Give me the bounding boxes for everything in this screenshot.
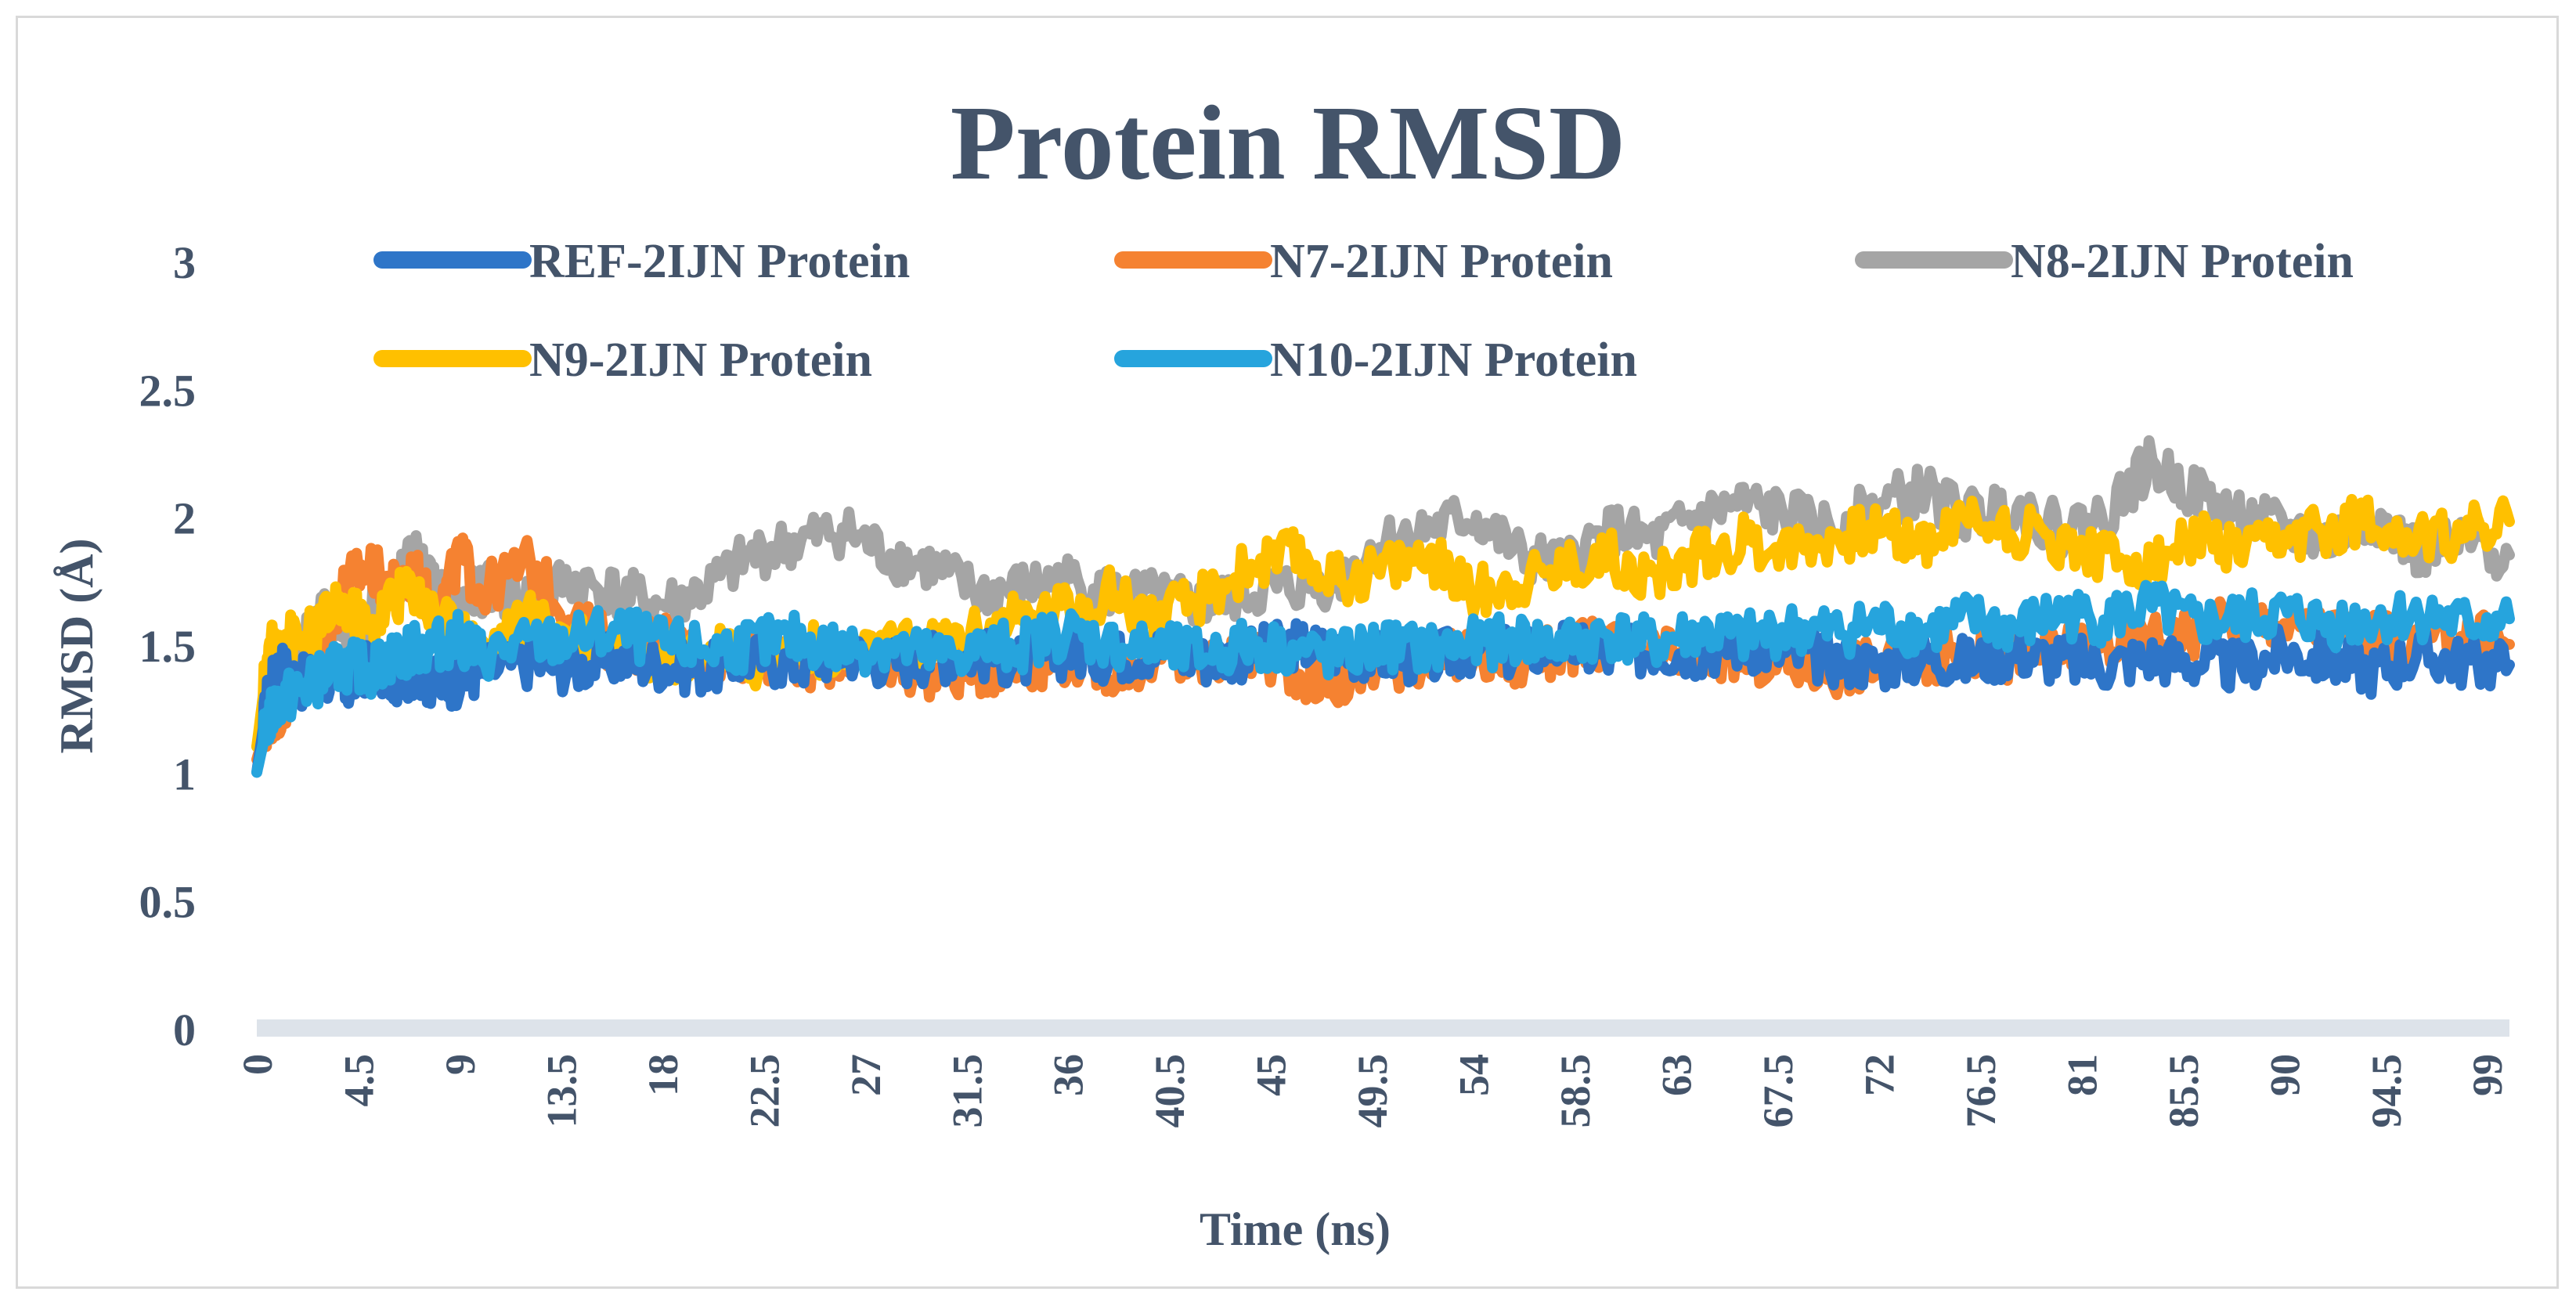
x-tick-label: 85.5: [2160, 1054, 2207, 1128]
x-tick-label: 0: [234, 1054, 281, 1075]
x-tick-label: 67.5: [1755, 1054, 1802, 1128]
x-tick-label: 72: [1856, 1054, 1903, 1096]
legend-label: N9-2IJN Protein: [529, 334, 872, 387]
chart-title: Protein RMSD: [951, 85, 1625, 202]
y-tick-label: 2.5: [139, 365, 197, 416]
x-tick-label: 49.5: [1349, 1054, 1396, 1128]
x-tick-label: 54: [1451, 1054, 1498, 1096]
legend-label: N10-2IJN Protein: [1270, 334, 1637, 387]
x-tick-label: 58.5: [1552, 1054, 1599, 1128]
x-tick-label: 4.5: [335, 1054, 382, 1107]
legend-label: N8-2IJN Protein: [2011, 235, 2354, 288]
legend-label: N7-2IJN Protein: [1270, 235, 1613, 288]
x-tick-label: 94.5: [2363, 1054, 2410, 1128]
x-tick-label: 40.5: [1146, 1054, 1193, 1128]
y-tick-label: 3: [173, 237, 196, 288]
x-tick-label: 13.5: [538, 1054, 585, 1128]
x-tick-label: 36: [1045, 1054, 1092, 1096]
y-tick-label: 0.5: [139, 877, 197, 928]
x-tick-label: 18: [640, 1054, 687, 1096]
y-tick-label: 1: [173, 749, 196, 799]
x-tick-label: 22.5: [741, 1054, 788, 1128]
y-axis-label: RMSD (Å): [51, 539, 103, 754]
x-tick-label: 81: [2058, 1054, 2105, 1096]
x-tick-label: 99: [2464, 1054, 2511, 1096]
series-line: [251, 493, 2515, 752]
plot-series: [251, 435, 2515, 778]
x-axis-label: Time (ns): [1200, 1203, 1391, 1255]
y-tick-label: 0: [173, 1005, 196, 1055]
y-tick-label: 1.5: [139, 621, 197, 672]
y-tick-label: 2: [173, 493, 196, 544]
y-axis-ticks: 0 0.5 1 1.5 2 2.5 3: [139, 237, 197, 1055]
x-tick-label: 9: [437, 1054, 484, 1075]
x-tick-label: 90: [2261, 1054, 2308, 1096]
x-axis-ticks: 0 4.5 9 13.5 18 22.5 27 31.5 36 40.5 45 49.5 54 58.5 6…: [234, 1054, 2511, 1128]
x-tick-label: 63: [1654, 1054, 1701, 1096]
series-line: [251, 579, 2515, 778]
x-tick-label: 45: [1248, 1054, 1295, 1096]
x-tick-label: 31.5: [943, 1054, 990, 1128]
legend-label: REF-2IJN Protein: [529, 235, 910, 288]
series-line: [251, 617, 2515, 778]
legend: REF-2IJN Protein N7-2IJN Protein N8-2IJN P…: [373, 235, 2354, 387]
x-tick-label: 76.5: [1957, 1054, 2004, 1128]
x-tick-label: 27: [842, 1054, 889, 1096]
